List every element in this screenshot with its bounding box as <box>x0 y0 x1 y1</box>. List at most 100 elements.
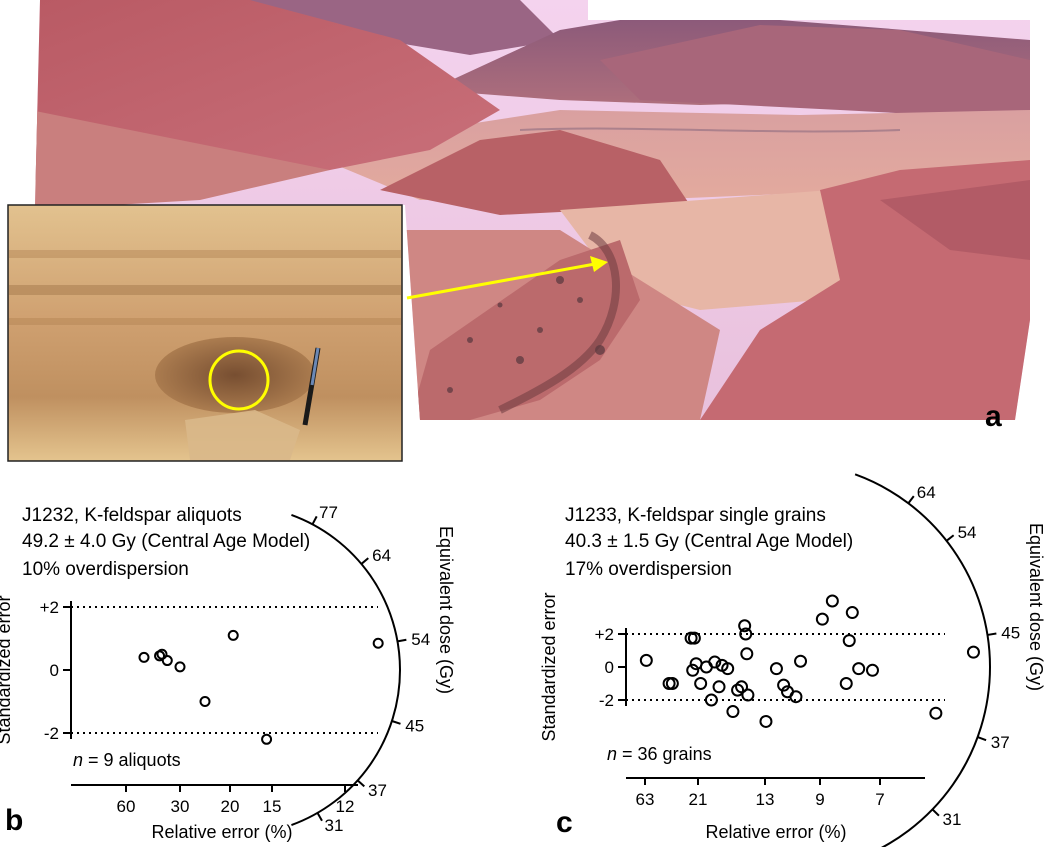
data-point <box>825 594 839 608</box>
x-tick-label: 13 <box>756 790 775 809</box>
x-axis-label: Relative error (%) <box>705 822 846 842</box>
data-point <box>199 696 211 707</box>
data-point <box>741 688 755 702</box>
y-tick-label: -2 <box>599 691 614 710</box>
radial-tick <box>987 632 997 636</box>
header-line: J1233, K-feldspar single grains <box>565 505 826 526</box>
data-point <box>839 677 853 690</box>
radial-tick-label: 31 <box>325 816 344 835</box>
y-tick-label: 0 <box>50 661 59 680</box>
radial-tick-label: 54 <box>958 523 977 542</box>
radial-tick <box>360 557 369 565</box>
radial-plot-b: b J1232, K-feldspar aliquots 49.2 ± 4.0 G… <box>0 503 456 842</box>
outcrop-inset-photo <box>7 204 403 462</box>
data-point <box>261 733 273 745</box>
sample-location-circle <box>208 349 270 411</box>
desert-landscape <box>35 0 1030 420</box>
data-point <box>726 705 740 719</box>
radial-tick-label: 64 <box>372 546 391 565</box>
header-line: 10% overdispersion <box>22 559 189 580</box>
data-point <box>794 654 808 668</box>
n-count-label: n = 36 grains <box>607 744 712 764</box>
data-point <box>174 661 186 673</box>
header-line: 17% overdispersion <box>565 559 732 580</box>
x-axis-label: Relative error (%) <box>151 822 292 842</box>
data-point <box>769 662 783 676</box>
data-point <box>735 680 749 694</box>
radial-tick-label: 45 <box>405 716 424 735</box>
data-point <box>739 627 753 641</box>
landscape-photo: a <box>7 0 1030 462</box>
data-point <box>929 706 943 720</box>
data-point <box>738 619 752 633</box>
data-point <box>227 629 239 641</box>
location-arrow <box>406 256 608 300</box>
y-tick-label: 0 <box>605 658 614 677</box>
data-point <box>694 677 708 690</box>
data-point <box>704 693 718 707</box>
data-point <box>712 680 726 694</box>
panel-label-a: a <box>985 400 1002 433</box>
header-line: 49.2 ± 4.0 Gy (Central Age Model) <box>22 531 310 552</box>
radial-tick-label: 77 <box>319 503 338 522</box>
data-point <box>138 651 150 663</box>
radial-tick <box>316 812 323 822</box>
radial-tick <box>945 534 955 542</box>
data-point <box>852 662 866 676</box>
data-point <box>866 663 879 677</box>
radial-axis-arc <box>291 514 401 826</box>
data-point <box>686 663 700 677</box>
x-tick-label: 7 <box>875 790 884 809</box>
radial-tick-label: 54 <box>411 630 430 649</box>
panel-label-b: b <box>5 804 23 837</box>
header-line: 40.3 ± 1.5 Gy (Central Age Model) <box>565 531 853 552</box>
x-tick-label: 9 <box>815 790 824 809</box>
x-tick-label: 63 <box>636 790 655 809</box>
data-point <box>156 648 168 660</box>
y-tick-label: +2 <box>40 598 59 617</box>
y-tick-label: -2 <box>44 724 59 743</box>
y-axis-label: Standardized error <box>0 595 14 744</box>
n-count-label: n = 9 aliquots <box>73 750 181 770</box>
panel-label-c: c <box>556 806 573 839</box>
data-point <box>759 714 773 728</box>
data-point <box>789 690 803 704</box>
data-point <box>740 647 754 661</box>
radial-axis-label: Equivalent dose (Gy) <box>436 526 456 694</box>
radial-tick-label: 45 <box>1001 624 1020 643</box>
data-point <box>639 653 653 667</box>
data-point <box>815 612 829 626</box>
x-tick-label: 60 <box>117 797 136 816</box>
radial-tick <box>977 736 987 742</box>
data-point <box>708 655 722 669</box>
header-line: J1232, K-feldspar aliquots <box>22 505 242 526</box>
y-axis-label: Standardized error <box>539 592 559 741</box>
data-point <box>665 677 679 690</box>
radial-tick-label: 37 <box>368 781 387 800</box>
x-tick-label: 12 <box>336 797 355 816</box>
radial-tick <box>907 495 915 504</box>
data-point <box>687 631 701 645</box>
radial-tick <box>397 638 407 643</box>
radial-axis-label: Equivalent dose (Gy) <box>1026 523 1046 691</box>
data-point <box>721 662 735 676</box>
radial-tick <box>356 779 365 788</box>
x-tick-label: 20 <box>221 797 240 816</box>
radial-tick-label: 31 <box>943 810 962 829</box>
radial-tick <box>311 515 318 525</box>
y-tick-label: +2 <box>595 625 614 644</box>
data-point <box>161 655 173 667</box>
x-tick-label: 21 <box>689 790 708 809</box>
radial-plots: b J1232, K-feldspar aliquots 49.2 ± 4.0 G… <box>0 473 1046 847</box>
radial-tick <box>931 808 940 817</box>
x-tick-label: 15 <box>263 797 282 816</box>
radial-tick <box>391 720 401 725</box>
data-point <box>842 634 856 648</box>
data-point <box>777 678 791 692</box>
radial-tick-label: 37 <box>991 733 1010 752</box>
data-point <box>372 637 384 649</box>
data-point <box>966 645 980 659</box>
data-point <box>845 606 859 620</box>
radial-tick-label: 64 <box>917 483 936 502</box>
x-tick-label: 30 <box>171 797 190 816</box>
